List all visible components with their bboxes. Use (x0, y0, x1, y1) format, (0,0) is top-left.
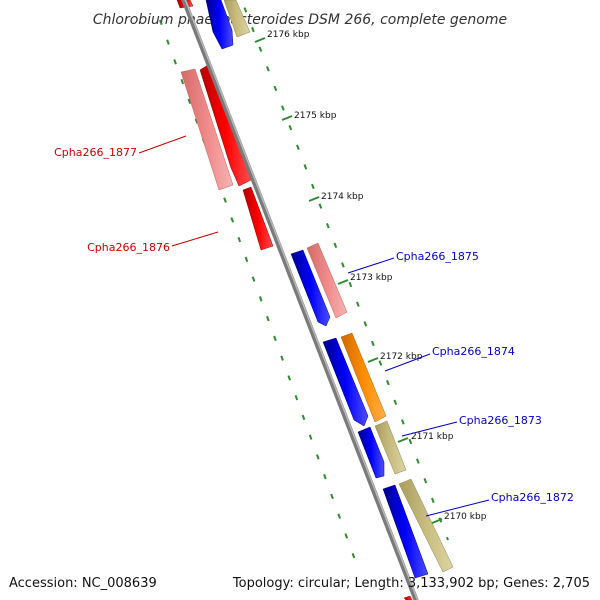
gene-cpha266-1873[interactable] (374, 420, 407, 475)
gene-label-text[interactable]: Cpha266_1877 (54, 146, 137, 159)
gene-cpha266-1872[interactable] (398, 478, 454, 573)
right-guide-line (240, 0, 449, 541)
gene-label-text[interactable]: Cpha266_1876 (87, 241, 170, 254)
gene-cpha266-1876[interactable] (242, 186, 274, 251)
gene-cpha266-1874-blue[interactable] (322, 337, 369, 427)
tick-2174: 2174 kbp (308, 192, 364, 202)
gene-label-text[interactable]: Cpha266_1875 (396, 250, 479, 263)
gene-cpha266-1875-light[interactable] (306, 242, 348, 319)
gene-label-cpha266-1876[interactable]: Cpha266_1876 (87, 231, 219, 254)
tick-2175: 2175 kbp (281, 111, 337, 121)
gene-label-cpha266-1873[interactable]: Cpha266_1873 (401, 414, 542, 437)
gene-label-cpha266-1875[interactable]: Cpha266_1875 (347, 250, 479, 274)
tick-2172: 2172 kbp (367, 352, 423, 363)
genome-backbone-highlight (184, 0, 419, 600)
tick-label: 2174 kbp (321, 192, 364, 202)
tick-2170: 2170 kbp (431, 512, 487, 524)
gene-cpha266-1872-blue[interactable] (382, 484, 429, 579)
gene-label-cpha266-1872[interactable]: Cpha266_1872 (425, 491, 574, 517)
tick-label: 2175 kbp (294, 111, 337, 121)
gene-cpha266-1875-blue[interactable] (290, 249, 331, 327)
gene-label-text[interactable]: Cpha266_1872 (491, 491, 574, 504)
tick-label: 2173 kbp (350, 273, 393, 283)
kbp-ticks: 2176 kbp 2175 kbp 2174 kbp 2173 kbp 2172… (254, 30, 487, 524)
genome-backbone (181, 0, 419, 600)
gene-label-cpha266-1877[interactable]: Cpha266_1877 (54, 135, 187, 159)
tick-label: 2171 kbp (411, 432, 454, 442)
gene-bottom-red-partial[interactable] (403, 595, 413, 600)
gene-cpha266-1874[interactable] (340, 332, 387, 423)
gene-label-text[interactable]: Cpha266_1874 (432, 345, 515, 358)
tick-2171: 2171 kbp (397, 432, 454, 443)
map-title: Chlorobium phaeobacteroides DSM 266, com… (93, 12, 507, 28)
tick-label: 2170 kbp (444, 512, 487, 522)
tick-label: 2176 kbp (267, 30, 310, 40)
gene-cpha266-1873-blue[interactable] (357, 426, 385, 479)
gene-label-cpha266-1874[interactable]: Cpha266_1874 (384, 345, 515, 372)
tick-2173: 2173 kbp (337, 273, 393, 285)
tick-label: 2172 kbp (380, 352, 423, 362)
gene-top-blue[interactable] (205, 0, 234, 50)
accession-text: Accession: NC_008639 (9, 576, 157, 591)
tick-2176: 2176 kbp (254, 30, 310, 43)
gene-cpha266-1877-light[interactable] (180, 68, 234, 191)
genome-summary-text: Topology: circular; Length: 3,133,902 bp… (232, 576, 590, 591)
gene-top-khaki[interactable] (223, 0, 251, 38)
gene-label-text[interactable]: Cpha266_1873 (459, 414, 542, 427)
